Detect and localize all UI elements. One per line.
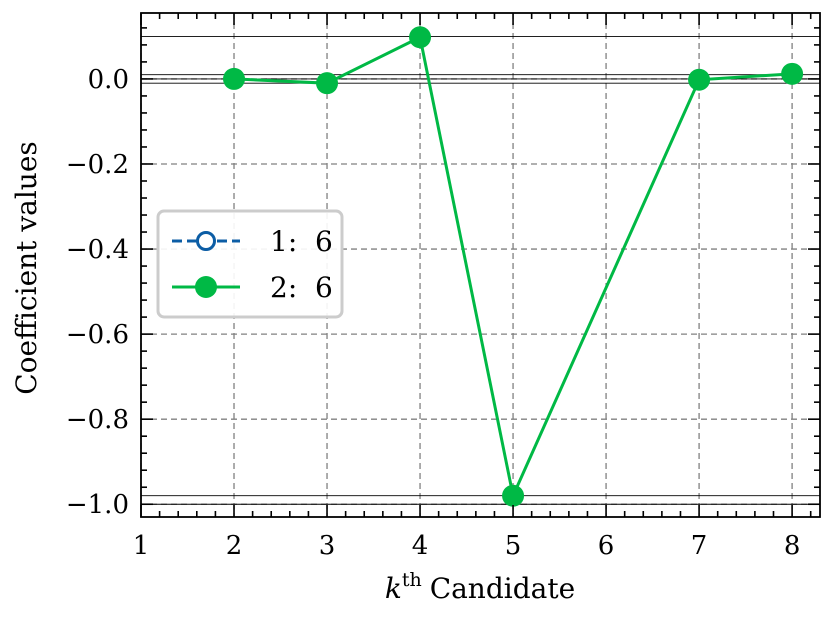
legend-marker-series-1 [196, 231, 216, 251]
x-tick-label: 6 [598, 531, 615, 561]
x-tick-label: 4 [412, 531, 429, 561]
y-tick-label: −1.0 [66, 490, 129, 520]
legend-label-series-1: 1: 6 [270, 225, 333, 258]
legend-marker-series-2 [195, 276, 217, 298]
x-tick-label: 5 [505, 531, 522, 561]
x-axis-label-superscript: th [402, 569, 422, 591]
data-point [688, 68, 711, 91]
x-tick-label: 1 [133, 531, 150, 561]
series-line-2 [233, 35, 793, 501]
legend-label-series-2: 2: 6 [270, 271, 333, 304]
series-layer [223, 26, 804, 507]
x-axis-label-text: Candidate [430, 572, 575, 605]
legend-entry-series-2: 2: 6 [172, 271, 333, 304]
legend-entry-series-1: 1: 6 [172, 225, 333, 258]
data-point [223, 67, 246, 90]
y-tick-label: −0.4 [66, 235, 129, 265]
x-tick-label: 7 [691, 531, 708, 561]
y-tick-labels: −1.0 −0.8 −0.6 −0.4 −0.2 0.0 [66, 65, 129, 520]
x-tick-label: 3 [319, 531, 336, 561]
axis-ticks [140, 13, 820, 517]
x-tick-labels: 1 2 3 4 5 6 7 8 [133, 531, 801, 561]
x-axis-label-prefix: k [385, 572, 402, 605]
x-tick-label: 8 [784, 531, 801, 561]
data-point [781, 62, 804, 85]
y-axis-label: Coefficient values [10, 141, 43, 395]
legend: 1: 6 2: 6 [156, 209, 344, 319]
plot-frame [140, 12, 821, 518]
y-tick-label: −0.2 [66, 150, 129, 180]
y-tick-label: −0.6 [66, 320, 129, 350]
x-tick-label: 2 [226, 531, 243, 561]
y-tick-label: −0.8 [66, 405, 129, 435]
x-axis-label: kth Candidate [385, 569, 575, 605]
data-point [409, 26, 432, 49]
data-point [316, 72, 339, 95]
data-point [502, 484, 525, 507]
y-tick-label: 0.0 [88, 65, 129, 95]
